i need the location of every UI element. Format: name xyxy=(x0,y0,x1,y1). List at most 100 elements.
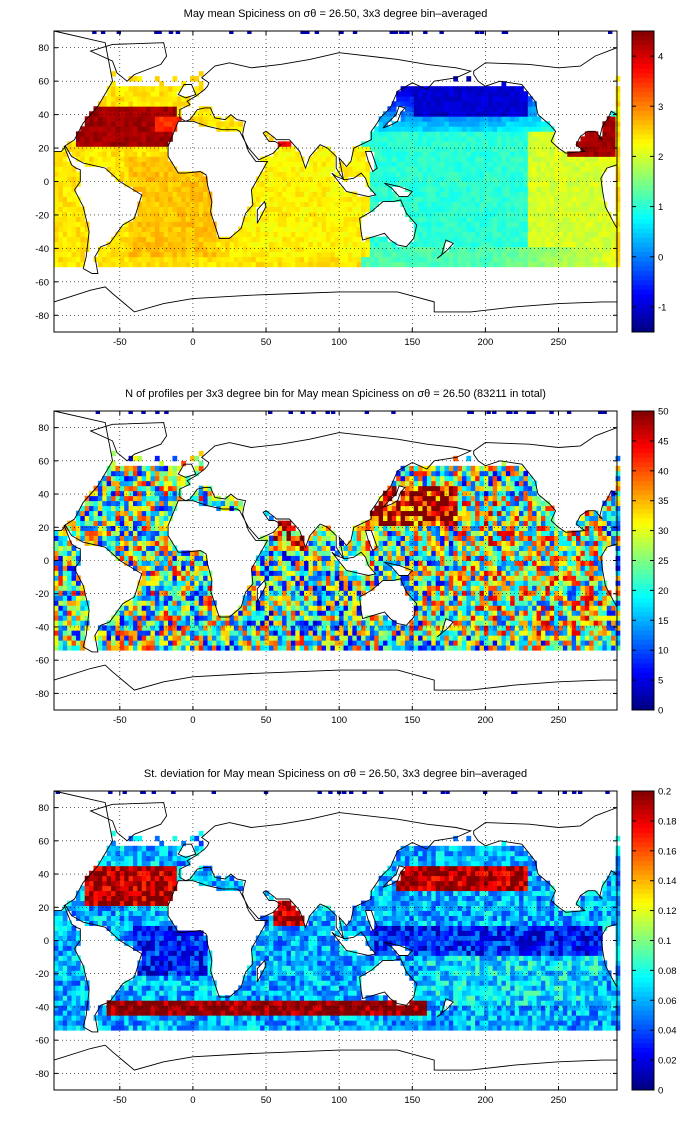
data-cell xyxy=(510,615,516,621)
data-cell xyxy=(312,151,318,157)
data-cell xyxy=(150,161,156,167)
data-cell xyxy=(141,166,147,172)
data-cell xyxy=(453,191,459,197)
data-cell xyxy=(571,196,577,202)
data-cell xyxy=(242,600,248,606)
data-cell xyxy=(475,151,480,157)
data-cell xyxy=(440,640,445,646)
data-cell xyxy=(584,615,590,621)
data-cell xyxy=(606,251,612,258)
data-cell xyxy=(154,116,160,122)
data-cell xyxy=(422,211,428,218)
data-cell xyxy=(549,161,555,167)
data-cell xyxy=(295,256,301,263)
data-cell xyxy=(536,176,542,182)
data-cell xyxy=(141,635,147,641)
data-cell xyxy=(343,261,349,268)
data-cell xyxy=(356,630,362,636)
data-cell xyxy=(242,605,248,611)
data-cell xyxy=(510,635,516,641)
data-cell xyxy=(247,645,252,651)
data-cell xyxy=(119,261,125,268)
data-cell xyxy=(282,246,287,253)
data-cell xyxy=(365,201,371,207)
data-cell xyxy=(580,166,586,172)
data-cell xyxy=(251,645,257,651)
data-cell xyxy=(536,600,542,606)
data-cell xyxy=(422,630,428,636)
data-cell xyxy=(475,256,480,263)
data-cell xyxy=(203,191,208,197)
data-cell xyxy=(216,121,222,127)
data-cell xyxy=(501,161,507,167)
data-cell xyxy=(593,201,599,207)
data-cell xyxy=(251,590,257,596)
data-cell xyxy=(282,181,287,187)
data-cell xyxy=(203,241,208,248)
data-cell xyxy=(159,181,165,187)
data-cell xyxy=(150,196,156,202)
data-cell xyxy=(260,256,265,263)
data-cell xyxy=(387,635,393,641)
data-cell xyxy=(519,131,524,137)
data-cell xyxy=(545,156,551,162)
data-cell xyxy=(383,156,388,162)
data-cell xyxy=(501,101,507,107)
data-cell xyxy=(549,645,555,651)
data-cell xyxy=(198,595,204,601)
data-cell xyxy=(501,216,507,223)
data-cell xyxy=(488,136,494,142)
data-cell xyxy=(304,241,309,248)
data-cell xyxy=(589,181,595,187)
data-cell xyxy=(273,221,279,228)
data-cell xyxy=(558,640,564,646)
data-cell xyxy=(475,136,480,142)
data-cell xyxy=(198,625,204,631)
data-cell xyxy=(453,121,459,127)
data-cell xyxy=(374,635,380,641)
data-cell xyxy=(115,116,121,122)
data-cell xyxy=(163,605,169,611)
data-cell xyxy=(536,146,542,152)
data-cell xyxy=(492,595,498,601)
data-cell xyxy=(440,86,445,92)
data-cell xyxy=(58,206,64,212)
data-cell xyxy=(190,625,195,631)
data-cell xyxy=(295,600,301,606)
data-cell xyxy=(501,206,507,212)
data-cell xyxy=(545,625,551,631)
data-cell xyxy=(97,630,103,636)
data-cell xyxy=(181,236,187,243)
data-cell xyxy=(457,610,463,616)
data-cell xyxy=(67,605,72,611)
data-cell xyxy=(273,151,279,157)
data-cell xyxy=(510,141,516,147)
data-cell xyxy=(523,191,529,197)
data-cell xyxy=(545,256,551,263)
data-cell xyxy=(146,101,151,107)
data-cell xyxy=(418,171,423,177)
data-cell xyxy=(514,146,520,152)
data-cell xyxy=(378,191,384,197)
data-cell xyxy=(532,231,537,238)
data-cell xyxy=(378,176,384,182)
data-cell xyxy=(80,206,86,212)
data-cell xyxy=(330,615,336,621)
data-cell xyxy=(444,171,450,177)
data-cell xyxy=(567,216,573,223)
data-cell xyxy=(365,241,371,248)
data-cell xyxy=(119,101,125,107)
data-cell xyxy=(558,251,564,258)
data-cell xyxy=(304,600,309,606)
data-cell xyxy=(159,625,165,631)
data-cell xyxy=(457,121,463,127)
data-cell xyxy=(238,261,244,268)
data-cell xyxy=(523,196,529,202)
data-cell xyxy=(194,600,200,606)
data-cell xyxy=(488,640,494,646)
data-cell xyxy=(418,625,423,631)
data-cell xyxy=(461,206,467,212)
data-cell xyxy=(510,585,516,591)
data-cell xyxy=(584,605,590,611)
data-cell xyxy=(514,166,520,172)
